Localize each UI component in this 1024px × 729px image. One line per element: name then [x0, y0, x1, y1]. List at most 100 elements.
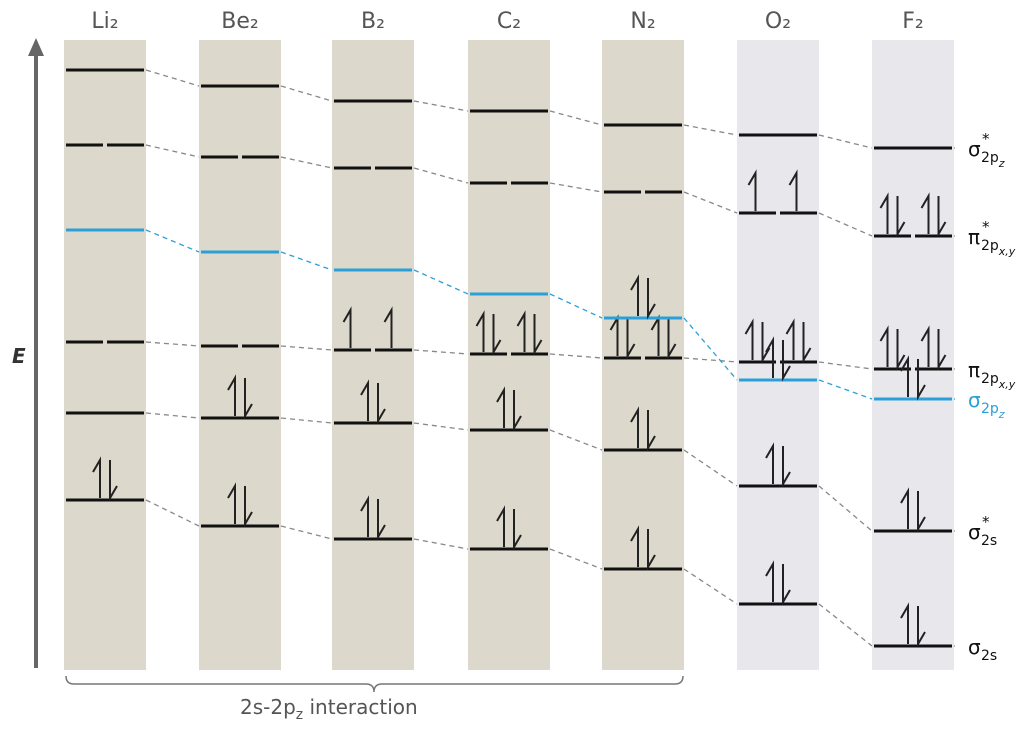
connector [413, 422, 469, 431]
electron-down [626, 318, 636, 360]
electron-up [496, 505, 505, 547]
connector [683, 317, 738, 381]
orbital-symbol: σ [968, 520, 981, 544]
electron-down [896, 329, 906, 371]
electron-up [920, 192, 930, 234]
connector [683, 357, 738, 363]
connector [549, 182, 603, 193]
electron-down [782, 340, 791, 382]
connector [818, 212, 873, 237]
electron-down [917, 606, 926, 648]
connector [280, 417, 333, 424]
bracket-label-tail: interaction [303, 695, 418, 719]
connector [280, 345, 333, 351]
connector [280, 525, 333, 540]
orbital-sub: 2p [981, 371, 999, 387]
connector [145, 144, 200, 158]
connector [549, 429, 603, 451]
bracket [65, 675, 684, 693]
orbital-symbol: π [968, 225, 980, 249]
connector [683, 124, 738, 136]
electron-down [937, 196, 947, 238]
connector [280, 156, 333, 169]
electron-up [360, 379, 369, 421]
electron-up [630, 406, 639, 448]
electron-down [667, 318, 677, 360]
electron-up [765, 336, 774, 378]
electron-up [92, 456, 101, 498]
connector [818, 134, 873, 149]
electron-down [377, 499, 386, 541]
electron-down [492, 314, 502, 356]
orbital-symbol: σ [968, 388, 981, 412]
connector [280, 251, 333, 271]
electron-down [533, 314, 543, 356]
column-bg [64, 40, 146, 670]
electron-down [244, 486, 253, 528]
electron-up [496, 386, 505, 428]
orbital-subsub: z [998, 157, 1005, 170]
electron-down [377, 383, 386, 425]
orbital-subsub: x,y [998, 245, 1016, 258]
orbital-sub: 2p [981, 401, 999, 417]
connector [683, 568, 738, 605]
electron-up [342, 306, 352, 348]
column-label: N₂ [630, 9, 655, 34]
electron-down [937, 329, 947, 371]
electron-up [383, 306, 393, 348]
electron-up [788, 169, 798, 211]
electron-up [900, 355, 909, 397]
connector [683, 449, 738, 487]
connector [818, 361, 873, 370]
connector [145, 341, 200, 347]
electron-down [647, 529, 656, 571]
electron-down [513, 509, 522, 551]
connector [413, 269, 469, 295]
connector [549, 293, 603, 319]
column-bg [872, 40, 954, 670]
electron-up [900, 487, 909, 529]
orbital-sub: 2s [981, 648, 997, 664]
electron-up [744, 318, 754, 360]
orbital-sub: 2s [981, 533, 997, 549]
connector [145, 499, 200, 527]
electron-down [896, 196, 906, 238]
column-label: Li₂ [91, 9, 118, 34]
electron-down [802, 322, 812, 364]
bracket-label-sub: z [296, 707, 303, 723]
column-bg [332, 40, 414, 670]
connector [413, 349, 469, 355]
electron-up [747, 169, 757, 211]
electron-down [917, 491, 926, 533]
electron-up [879, 325, 889, 367]
connector [549, 353, 603, 359]
electron-up [516, 310, 526, 352]
connector [413, 538, 469, 550]
orbital-symbol: π [968, 358, 980, 382]
electron-down [244, 378, 253, 420]
axis-label: E [12, 344, 26, 368]
connector [818, 485, 873, 532]
electron-up [475, 310, 485, 352]
column-label: Be₂ [221, 9, 258, 34]
electron-up [630, 274, 639, 316]
connector [145, 69, 200, 87]
electron-up [785, 318, 795, 360]
connector [413, 100, 469, 112]
connector [145, 229, 200, 253]
electron-up [227, 482, 236, 524]
electron-up [227, 374, 236, 416]
column-label: B₂ [361, 9, 385, 34]
electron-down [109, 460, 118, 502]
orbital-symbol: σ [968, 137, 981, 161]
connector [549, 110, 603, 126]
electron-up [360, 495, 369, 537]
connector [413, 167, 469, 184]
orbital-subsub: x,y [998, 378, 1016, 391]
connector [549, 548, 603, 570]
electron-up [765, 560, 774, 602]
electron-up [765, 442, 774, 484]
bracket-label: 2s-2pz interaction [240, 695, 418, 723]
electron-down [761, 322, 771, 364]
